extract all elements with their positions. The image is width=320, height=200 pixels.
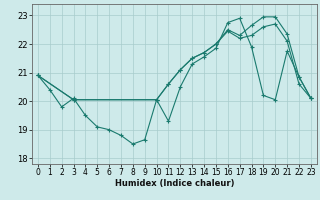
X-axis label: Humidex (Indice chaleur): Humidex (Indice chaleur) <box>115 179 234 188</box>
